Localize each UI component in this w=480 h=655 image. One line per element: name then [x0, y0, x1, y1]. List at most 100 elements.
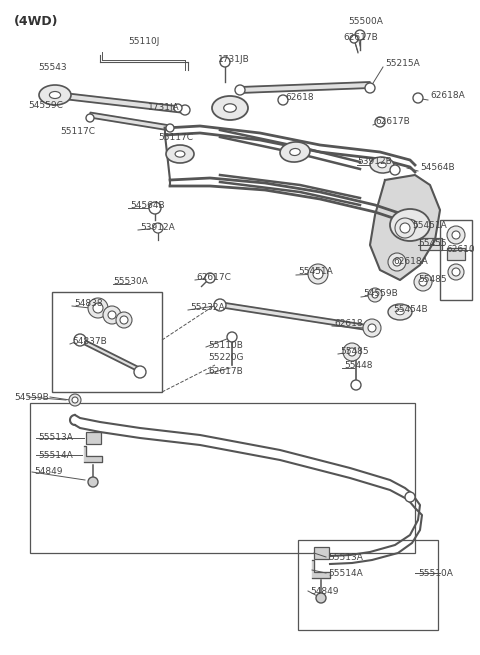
- Circle shape: [316, 593, 326, 603]
- Circle shape: [74, 334, 86, 346]
- Circle shape: [419, 278, 427, 286]
- Text: 55117C: 55117C: [158, 132, 193, 141]
- Text: 53912A: 53912A: [140, 223, 175, 233]
- Circle shape: [149, 202, 161, 214]
- Text: 1731JA: 1731JA: [148, 103, 180, 113]
- Ellipse shape: [175, 151, 185, 157]
- Circle shape: [414, 273, 432, 291]
- Ellipse shape: [396, 309, 404, 315]
- Text: 55543: 55543: [38, 64, 67, 73]
- Text: 54559C: 54559C: [28, 100, 63, 109]
- Circle shape: [452, 231, 460, 239]
- Bar: [298, 540, 438, 630]
- Text: 54837B: 54837B: [72, 337, 107, 346]
- Text: 54564B: 54564B: [420, 164, 455, 172]
- Text: 55513A: 55513A: [38, 434, 73, 443]
- Ellipse shape: [290, 149, 300, 155]
- Bar: [30, 403, 415, 553]
- Circle shape: [448, 264, 464, 280]
- Circle shape: [350, 35, 358, 43]
- Text: 55513A: 55513A: [328, 553, 363, 563]
- Circle shape: [452, 268, 460, 276]
- Text: 55485: 55485: [340, 348, 369, 356]
- Circle shape: [388, 253, 406, 271]
- Text: 55514A: 55514A: [328, 569, 363, 578]
- Circle shape: [220, 57, 230, 67]
- Text: 62618A: 62618A: [430, 90, 465, 100]
- Circle shape: [348, 348, 356, 356]
- Circle shape: [205, 273, 215, 283]
- Polygon shape: [370, 175, 440, 280]
- Text: 55110B: 55110B: [208, 341, 243, 350]
- Circle shape: [180, 105, 190, 115]
- Circle shape: [308, 264, 328, 284]
- Text: 62618: 62618: [285, 92, 313, 102]
- Text: 62617B: 62617B: [208, 367, 243, 377]
- Circle shape: [88, 477, 98, 487]
- Text: 55455: 55455: [418, 238, 446, 248]
- Text: 55454B: 55454B: [393, 305, 428, 314]
- Circle shape: [368, 324, 376, 332]
- Polygon shape: [222, 303, 371, 331]
- Circle shape: [351, 380, 361, 390]
- Text: 54849: 54849: [310, 586, 338, 595]
- Bar: [447, 248, 465, 260]
- Text: 54559B: 54559B: [14, 392, 49, 402]
- Ellipse shape: [388, 304, 412, 320]
- Circle shape: [390, 165, 400, 175]
- Text: 54849: 54849: [34, 468, 62, 476]
- Bar: [314, 547, 329, 559]
- Ellipse shape: [224, 103, 236, 112]
- Text: (4WD): (4WD): [14, 16, 59, 29]
- Ellipse shape: [370, 157, 394, 173]
- Circle shape: [375, 117, 385, 127]
- Circle shape: [235, 85, 245, 95]
- Circle shape: [447, 226, 465, 244]
- Circle shape: [395, 218, 415, 238]
- Polygon shape: [84, 446, 102, 462]
- Polygon shape: [90, 113, 170, 130]
- Text: 55451A: 55451A: [298, 267, 333, 276]
- Ellipse shape: [212, 96, 248, 120]
- Ellipse shape: [378, 162, 386, 168]
- Circle shape: [120, 316, 128, 324]
- Circle shape: [363, 319, 381, 337]
- Bar: [440, 220, 472, 300]
- Circle shape: [153, 223, 163, 233]
- Text: 62617B: 62617B: [343, 33, 378, 43]
- Polygon shape: [240, 82, 370, 93]
- Circle shape: [214, 299, 226, 311]
- Circle shape: [72, 397, 78, 403]
- Circle shape: [355, 30, 365, 40]
- Circle shape: [368, 288, 382, 302]
- Circle shape: [116, 312, 132, 328]
- Bar: [420, 238, 442, 250]
- Text: 54564B: 54564B: [130, 200, 165, 210]
- Text: 54559B: 54559B: [363, 290, 398, 299]
- Text: 62610: 62610: [446, 246, 475, 255]
- Circle shape: [174, 104, 182, 112]
- Circle shape: [166, 124, 174, 132]
- Circle shape: [93, 303, 103, 313]
- Circle shape: [372, 292, 378, 298]
- Circle shape: [227, 332, 237, 342]
- Text: 55510A: 55510A: [418, 569, 453, 578]
- Text: 55514A: 55514A: [38, 451, 73, 460]
- Polygon shape: [312, 560, 330, 578]
- Text: 55117C: 55117C: [60, 128, 95, 136]
- Ellipse shape: [166, 145, 194, 163]
- Bar: [86, 432, 101, 444]
- Text: 55215A: 55215A: [385, 58, 420, 67]
- Circle shape: [400, 223, 410, 233]
- Text: 53912B: 53912B: [357, 157, 392, 166]
- Circle shape: [88, 298, 108, 318]
- Circle shape: [69, 394, 81, 406]
- Circle shape: [134, 366, 146, 378]
- Circle shape: [343, 343, 361, 361]
- Circle shape: [278, 95, 288, 105]
- Circle shape: [413, 93, 423, 103]
- Ellipse shape: [39, 85, 71, 105]
- Text: 54838: 54838: [74, 299, 103, 307]
- Circle shape: [103, 306, 121, 324]
- Circle shape: [313, 269, 323, 279]
